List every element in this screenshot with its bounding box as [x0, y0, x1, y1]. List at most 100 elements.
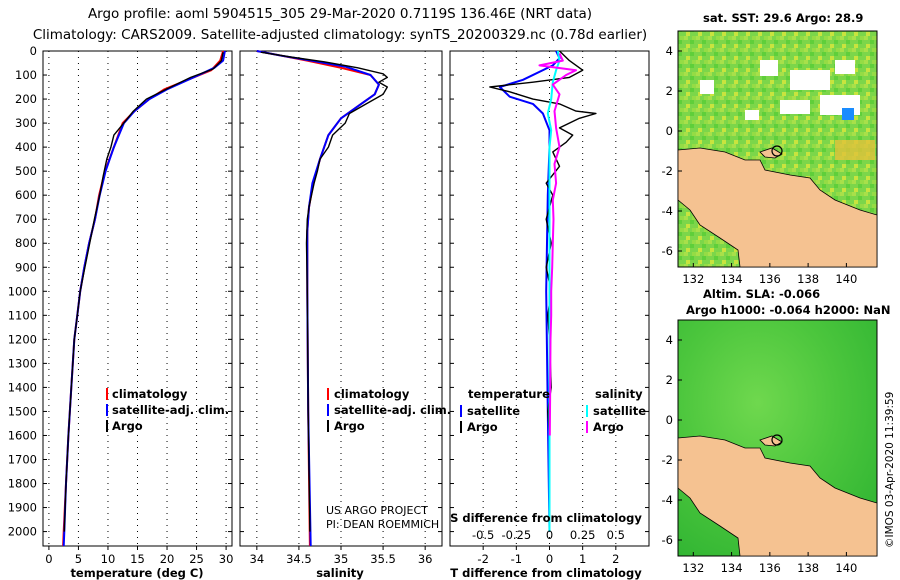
sst-map-xticks: 132 134 136 138 140 [682, 263, 857, 286]
xtick-label: 0 [45, 552, 52, 566]
map-ytick-label: -6 [662, 533, 673, 547]
xtick-label: 5 [75, 552, 82, 566]
legend-label-t-argo: Argo [467, 420, 498, 434]
xtick-label: 15 [130, 552, 145, 566]
salinity-grid [240, 50, 442, 546]
xtick-label: 35 [334, 552, 349, 566]
ytick-label: 1300 [8, 356, 37, 370]
xtick-label: -1 [511, 552, 522, 566]
sst-cold-patch [842, 108, 854, 120]
ytick-label: 0 [30, 44, 37, 58]
salinity-series [256, 50, 388, 547]
xtick-label: 34.5 [286, 552, 312, 566]
map-ytick-label: -2 [662, 453, 673, 467]
map-xtick-label: 138 [797, 561, 819, 575]
xtick-label: -2 [477, 552, 488, 566]
island-shape [759, 435, 783, 447]
xtick-label: 30 [219, 552, 234, 566]
series-line-argo [63, 52, 224, 532]
argo-float-marker [771, 434, 783, 446]
ytick-label: 2000 [8, 525, 37, 539]
xtick-label: 0 [546, 552, 553, 566]
map-ytick-label: -6 [662, 244, 673, 258]
map-xtick-label: 140 [835, 561, 857, 575]
sla-map-xticks: 132 134 136 138 140 [682, 552, 857, 575]
temperature-series [62, 50, 226, 547]
imos-credit: ©IMOS 03-Apr-2020 11:39:59 [884, 391, 896, 548]
xtick-label: 1 [579, 552, 586, 566]
legend-label-satellite: satellite-adj. clim. [112, 403, 229, 417]
x2tick-label: -0.25 [501, 528, 531, 542]
temperature-grid [43, 50, 232, 546]
map-ytick-label: 0 [666, 413, 673, 427]
ytick-label: 1500 [8, 404, 37, 418]
ytick-label: 1400 [8, 380, 37, 394]
s-difference-xticks: -0.5 -0.25 0 0.25 0.5 [472, 528, 625, 542]
legend-title-salinity: salinity [595, 387, 643, 401]
x2tick-label: -0.5 [472, 528, 494, 542]
temperature-xticks: 0 5 10 15 20 25 30 [45, 546, 233, 566]
ytick-label: 900 [15, 260, 37, 274]
sla-map-title-line2: Argo h1000: -0.064 h2000: NaN [686, 303, 891, 317]
t-difference-xticks: -2 -1 0 1 2 [477, 546, 619, 566]
difference-legend: temperature salinity satellite Argo sate… [460, 387, 646, 434]
sla-map-yticks: 4 2 0 -2 -4 -6 [662, 333, 682, 547]
ytick-label: 600 [15, 188, 37, 202]
salinity-legend: climatology satellite-adj. clim. Argo [327, 387, 451, 433]
page-title-line1: Argo profile: aoml 5904515_305 29-Mar-20… [87, 6, 593, 22]
x2tick-label: 0.5 [607, 528, 625, 542]
map-ytick-label: -4 [662, 493, 673, 507]
xtick-label: 35.5 [370, 552, 396, 566]
ytick-label: 800 [15, 236, 37, 250]
ytick-label: 1700 [8, 452, 37, 466]
xtick-label: 25 [189, 552, 204, 566]
difference-series [489, 50, 597, 532]
ytick-label: 1900 [8, 501, 37, 515]
new-guinea-land [677, 147, 878, 268]
temperature-legend: climatology satellite-adj. clim. Argo [106, 387, 229, 433]
map-ytick-label: 0 [666, 124, 673, 138]
temperature-xlabel: temperature (deg C) [70, 566, 203, 580]
new-guinea-land [677, 435, 878, 557]
ytick-label: 1600 [8, 428, 37, 442]
ytick-label: 700 [15, 212, 37, 226]
map-ytick-label: 2 [666, 84, 673, 98]
ytick-label: 400 [15, 140, 37, 154]
ytick-label: 1800 [8, 477, 37, 491]
ytick-label: 1100 [8, 308, 37, 322]
xtick-label: 2 [612, 552, 619, 566]
page-title-line2: Climatology: CARS2009. Satellite-adjuste… [32, 27, 648, 43]
difference-grid [450, 50, 649, 546]
map-ytick-label: 4 [666, 333, 673, 347]
map-xtick-label: 132 [682, 272, 704, 286]
salinity-plot-frame [239, 50, 443, 547]
xtick-label: 10 [101, 552, 116, 566]
map-xtick-label: 136 [759, 561, 781, 575]
salinity-xlabel: salinity [316, 566, 364, 580]
ytick-label: 200 [15, 92, 37, 106]
series-line-t-satellite [498, 50, 561, 532]
t-difference-xlabel: T difference from climatology [450, 566, 642, 580]
map-xtick-label: 134 [721, 561, 743, 575]
sst-map-title: sat. SST: 29.6 Argo: 28.9 [703, 11, 864, 25]
legend-title-temperature: temperature [468, 387, 550, 401]
legend-label-climatology: climatology [112, 387, 188, 401]
annotation-project: US ARGO PROJECT [326, 504, 428, 517]
legend-label-climatology: climatology [334, 387, 410, 401]
x2tick-label: 0 [546, 528, 553, 542]
xtick-label: 20 [160, 552, 175, 566]
map-xtick-label: 140 [835, 272, 857, 286]
map-xtick-label: 138 [797, 272, 819, 286]
xtick-label: 34 [250, 552, 265, 566]
ytick-label: 500 [15, 164, 37, 178]
argo-float-marker [771, 145, 783, 157]
legend-label-s-satellite: satellite [593, 404, 646, 418]
map-xtick-label: 134 [721, 272, 743, 286]
temperature-plot-frame [42, 50, 233, 547]
map-ytick-label: -4 [662, 204, 673, 218]
s-difference-xlabel: S difference from climatology [450, 511, 642, 525]
map-xtick-label: 132 [682, 561, 704, 575]
